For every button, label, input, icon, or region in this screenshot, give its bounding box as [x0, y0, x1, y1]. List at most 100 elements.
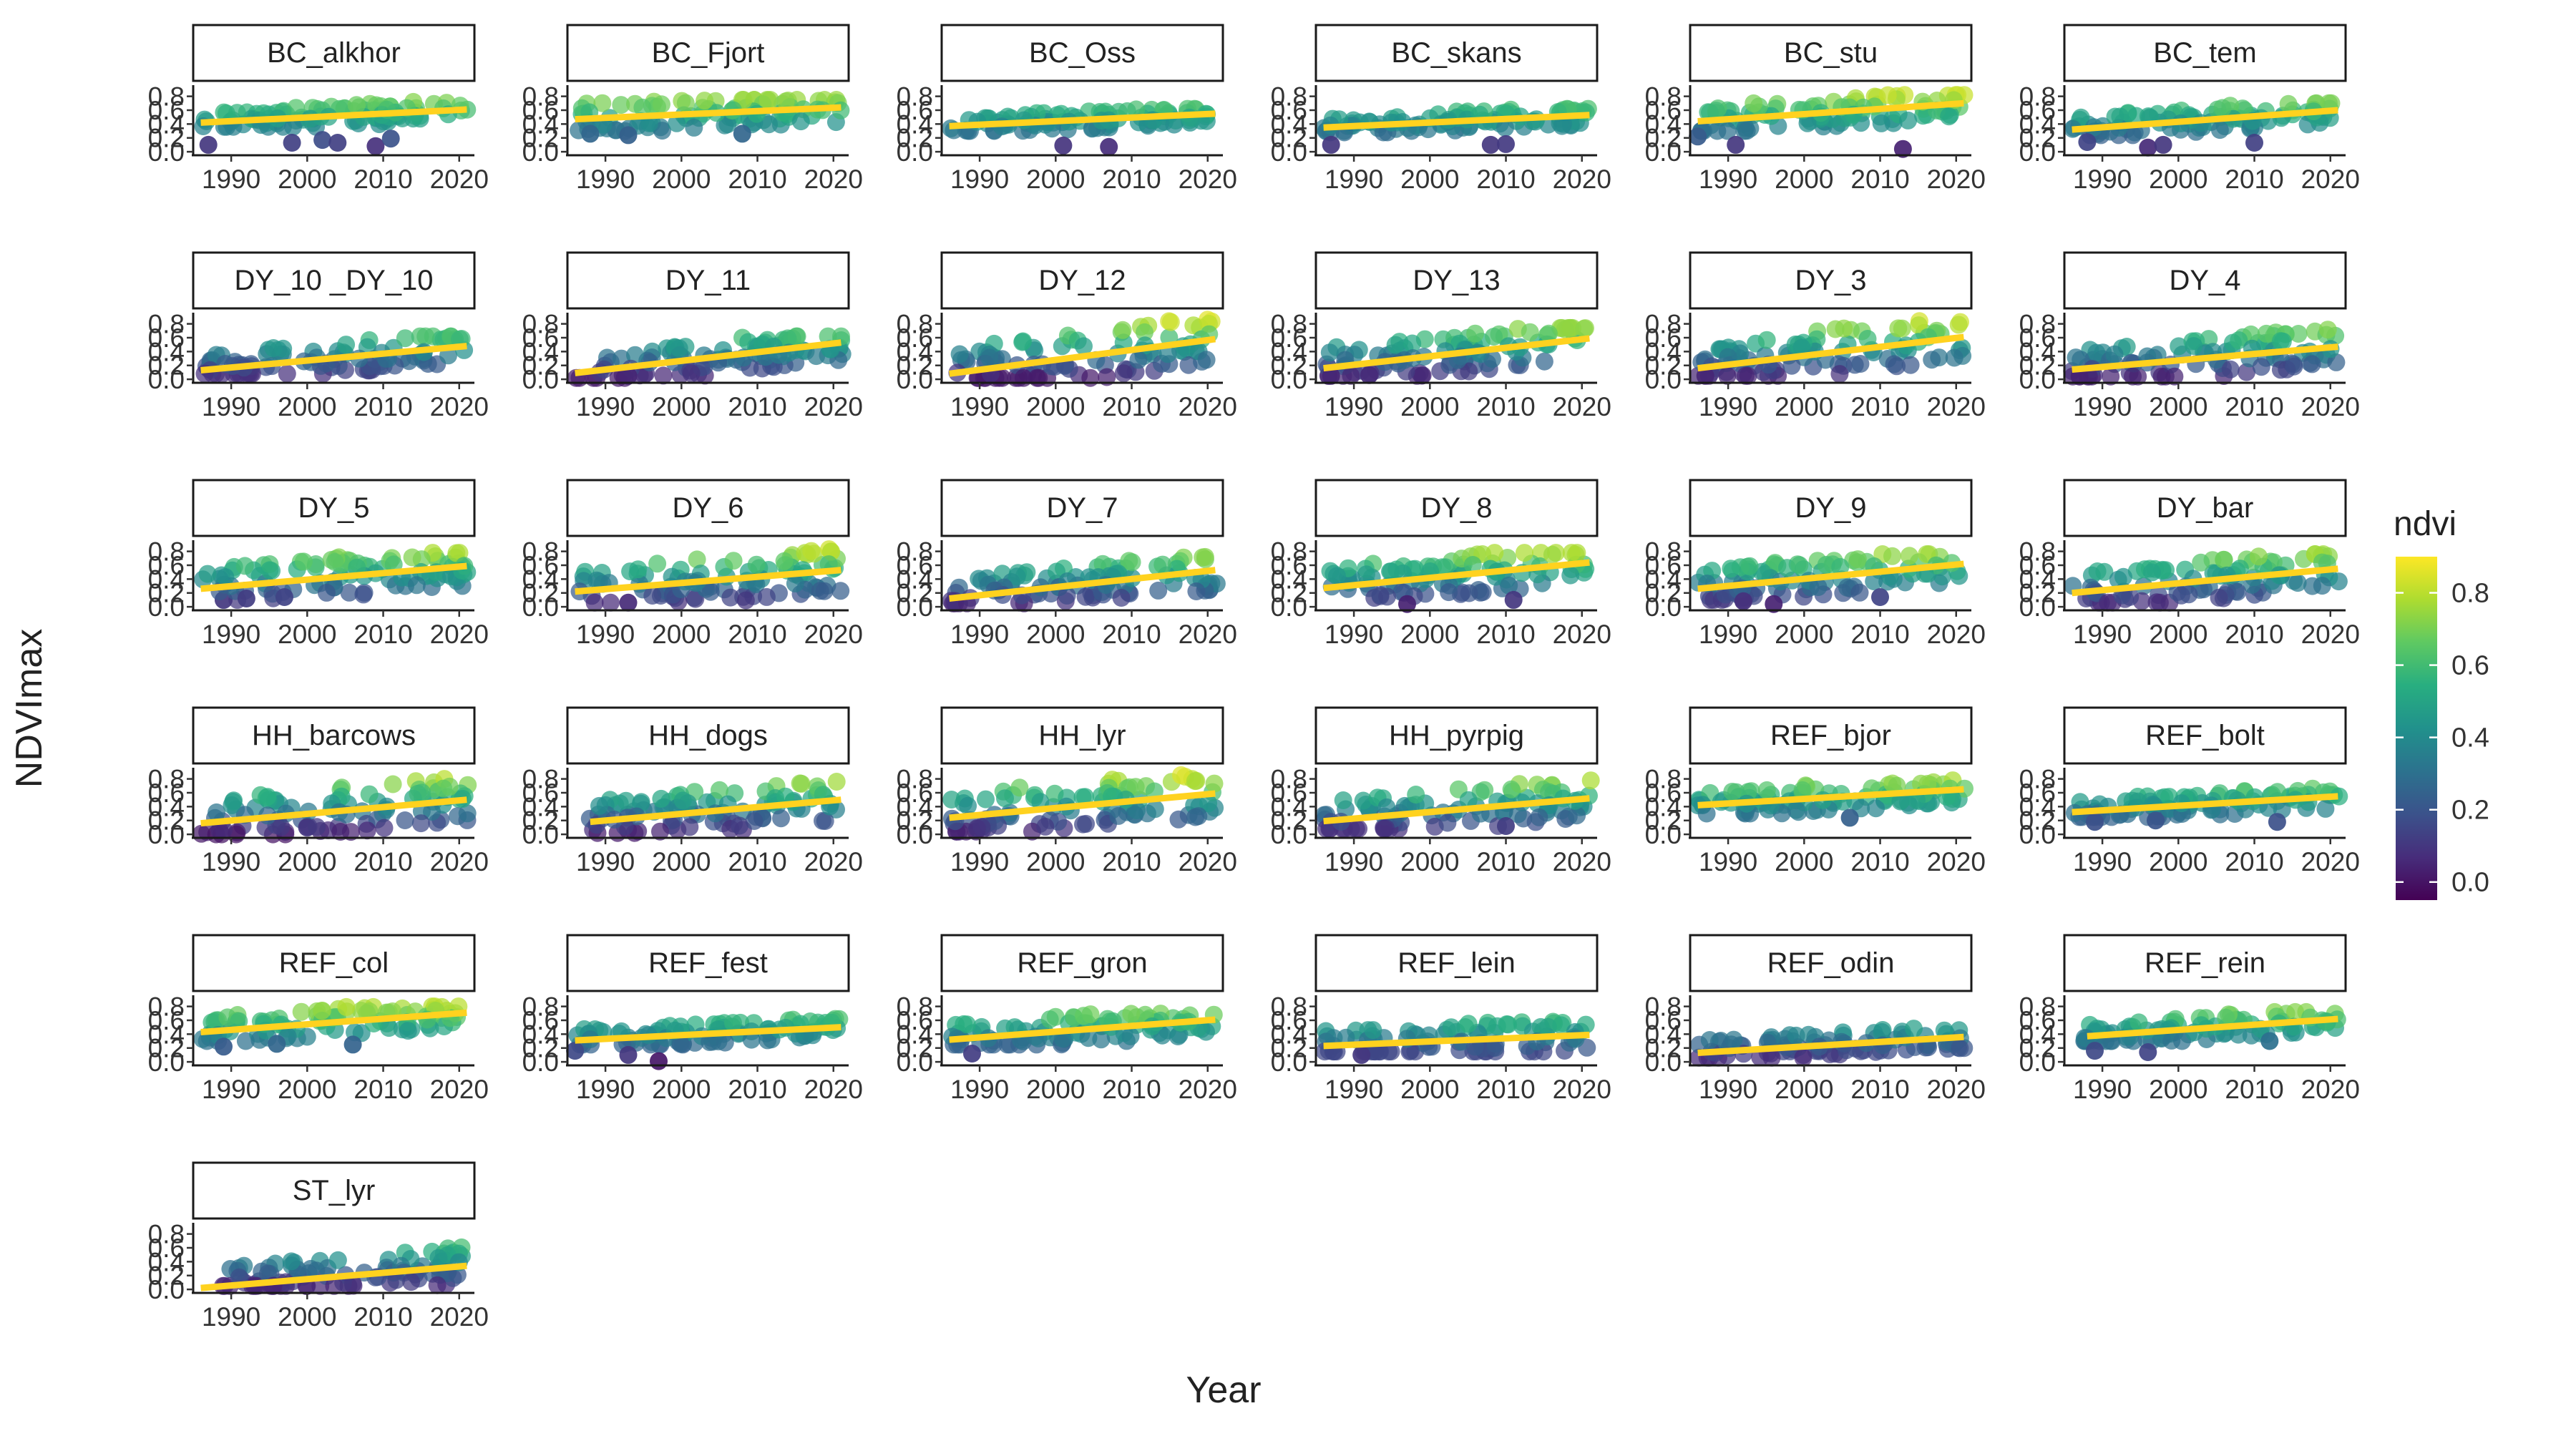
data-point — [274, 339, 293, 358]
data-point — [1794, 1048, 1813, 1067]
x-tick-label: 2020 — [804, 1075, 863, 1104]
trend-line — [949, 336, 1216, 377]
data-point — [1793, 781, 1812, 799]
data-point — [1113, 321, 1132, 339]
data-point — [396, 329, 414, 348]
data-point — [617, 791, 635, 810]
x-tick-label: 2000 — [1026, 847, 1085, 876]
x-tick-label: 2020 — [804, 620, 863, 649]
data-point — [2086, 813, 2104, 831]
x-tick-label: 2010 — [2225, 847, 2283, 876]
x-tick-label: 2010 — [2225, 1075, 2283, 1104]
data-point — [354, 585, 373, 604]
data-point — [1530, 808, 1548, 826]
legend-colorbar — [2396, 557, 2437, 900]
y-tick-label: 0.2 — [2019, 579, 2056, 608]
x-tick-label: 1990 — [202, 165, 260, 194]
data-point — [1901, 356, 1920, 374]
data-point — [1891, 792, 1910, 811]
facet-strip-label: DY_13 — [1413, 265, 1500, 296]
legend-tick-label: 0.2 — [2451, 796, 2489, 826]
y-tick-label: 0.6 — [1271, 323, 1307, 353]
data-point — [1317, 819, 1336, 838]
data-point — [581, 124, 600, 143]
y-tick-label: 0.0 — [148, 820, 185, 849]
data-point — [366, 137, 385, 155]
x-tick-label: 1990 — [202, 847, 260, 876]
x-tick-label: 2010 — [1102, 1075, 1161, 1104]
trend-line — [575, 567, 841, 595]
data-point — [2303, 355, 2321, 373]
data-point — [2230, 331, 2248, 349]
x-tick-label: 2000 — [652, 847, 711, 876]
data-point — [1112, 589, 1131, 607]
trend-line — [2072, 107, 2338, 133]
data-point — [1354, 791, 1372, 810]
trend-line — [200, 562, 467, 592]
x-tick-label: 1990 — [2073, 620, 2132, 649]
data-point — [1153, 555, 1172, 574]
y-tick-label: 0.0 — [1271, 1047, 1307, 1077]
y-tick-label: 0.4 — [1645, 109, 1682, 139]
data-point — [1521, 323, 1539, 341]
facet-panel: DY_8 0.00.20.40.60.8 1990 2000 2010 2020 — [1271, 479, 1611, 649]
y-tick-label: 0.8 — [522, 537, 559, 567]
data-point — [403, 548, 421, 567]
x-tick-label: 1990 — [576, 847, 635, 876]
data-point — [399, 1022, 417, 1040]
facet-strip — [192, 934, 476, 992]
y-tick-label: 0.2 — [148, 579, 185, 608]
data-point — [1871, 588, 1889, 606]
data-point — [1381, 562, 1399, 581]
data-point — [1718, 366, 1737, 385]
facet-strip-label: REF_fest — [648, 947, 768, 979]
data-point — [328, 1251, 347, 1269]
data-point — [1463, 556, 1482, 574]
y-tick-label: 0.8 — [1271, 82, 1307, 112]
x-tick-label: 2020 — [2301, 1075, 2360, 1104]
data-point — [278, 364, 296, 383]
data-point — [1058, 586, 1076, 605]
x-tick-label: 2020 — [1179, 847, 1237, 876]
facet-panel: HH_dogs 0.00.20.40.60.8 1990 2000 2010 2020 — [522, 706, 863, 876]
data-point — [831, 582, 850, 600]
data-point — [2252, 358, 2270, 376]
x-tick-label: 2020 — [1553, 392, 1611, 421]
y-tick-label: 0.4 — [148, 109, 185, 139]
x-tick-label: 1990 — [202, 392, 260, 421]
data-point — [1386, 336, 1405, 354]
data-point — [1014, 368, 1033, 387]
facet-strip — [1314, 934, 1599, 992]
y-tick-label: 0.2 — [522, 124, 559, 153]
data-point — [308, 818, 326, 836]
x-tick-label: 2010 — [1102, 165, 1161, 194]
facet-strip — [1689, 24, 1973, 82]
y-tick-label: 0.0 — [522, 1047, 559, 1077]
data-point — [736, 591, 755, 610]
data-point — [1481, 135, 1500, 154]
y-tick-label: 0.6 — [1271, 778, 1307, 808]
data-point — [1187, 582, 1206, 600]
y-tick-label: 0.8 — [897, 310, 933, 339]
facet-panel: DY_10 _DY_10 0.00.20.40.60.8 1990 2000 2010 2… — [148, 251, 489, 421]
data-point — [2106, 107, 2124, 126]
data-point — [1129, 351, 1148, 369]
data-point — [1079, 1029, 1098, 1047]
data-point — [593, 94, 612, 112]
data-point — [814, 811, 831, 830]
y-tick-label: 0.2 — [148, 806, 185, 836]
legend-tick-label: 0.8 — [2451, 579, 2489, 609]
data-point — [619, 366, 638, 385]
data-point — [1189, 807, 1208, 826]
x-tick-label: 2000 — [1400, 847, 1459, 876]
x-tick-label: 2000 — [1775, 620, 1833, 649]
data-point — [650, 1052, 668, 1070]
trend-line — [200, 1262, 467, 1291]
x-tick-label: 2020 — [1927, 392, 1986, 421]
data-point — [1121, 1027, 1140, 1045]
trend-line — [1697, 99, 1964, 124]
data-point — [757, 587, 776, 606]
data-point — [1485, 328, 1503, 346]
data-point — [1940, 107, 1958, 126]
y-tick-label: 0.2 — [897, 806, 933, 836]
